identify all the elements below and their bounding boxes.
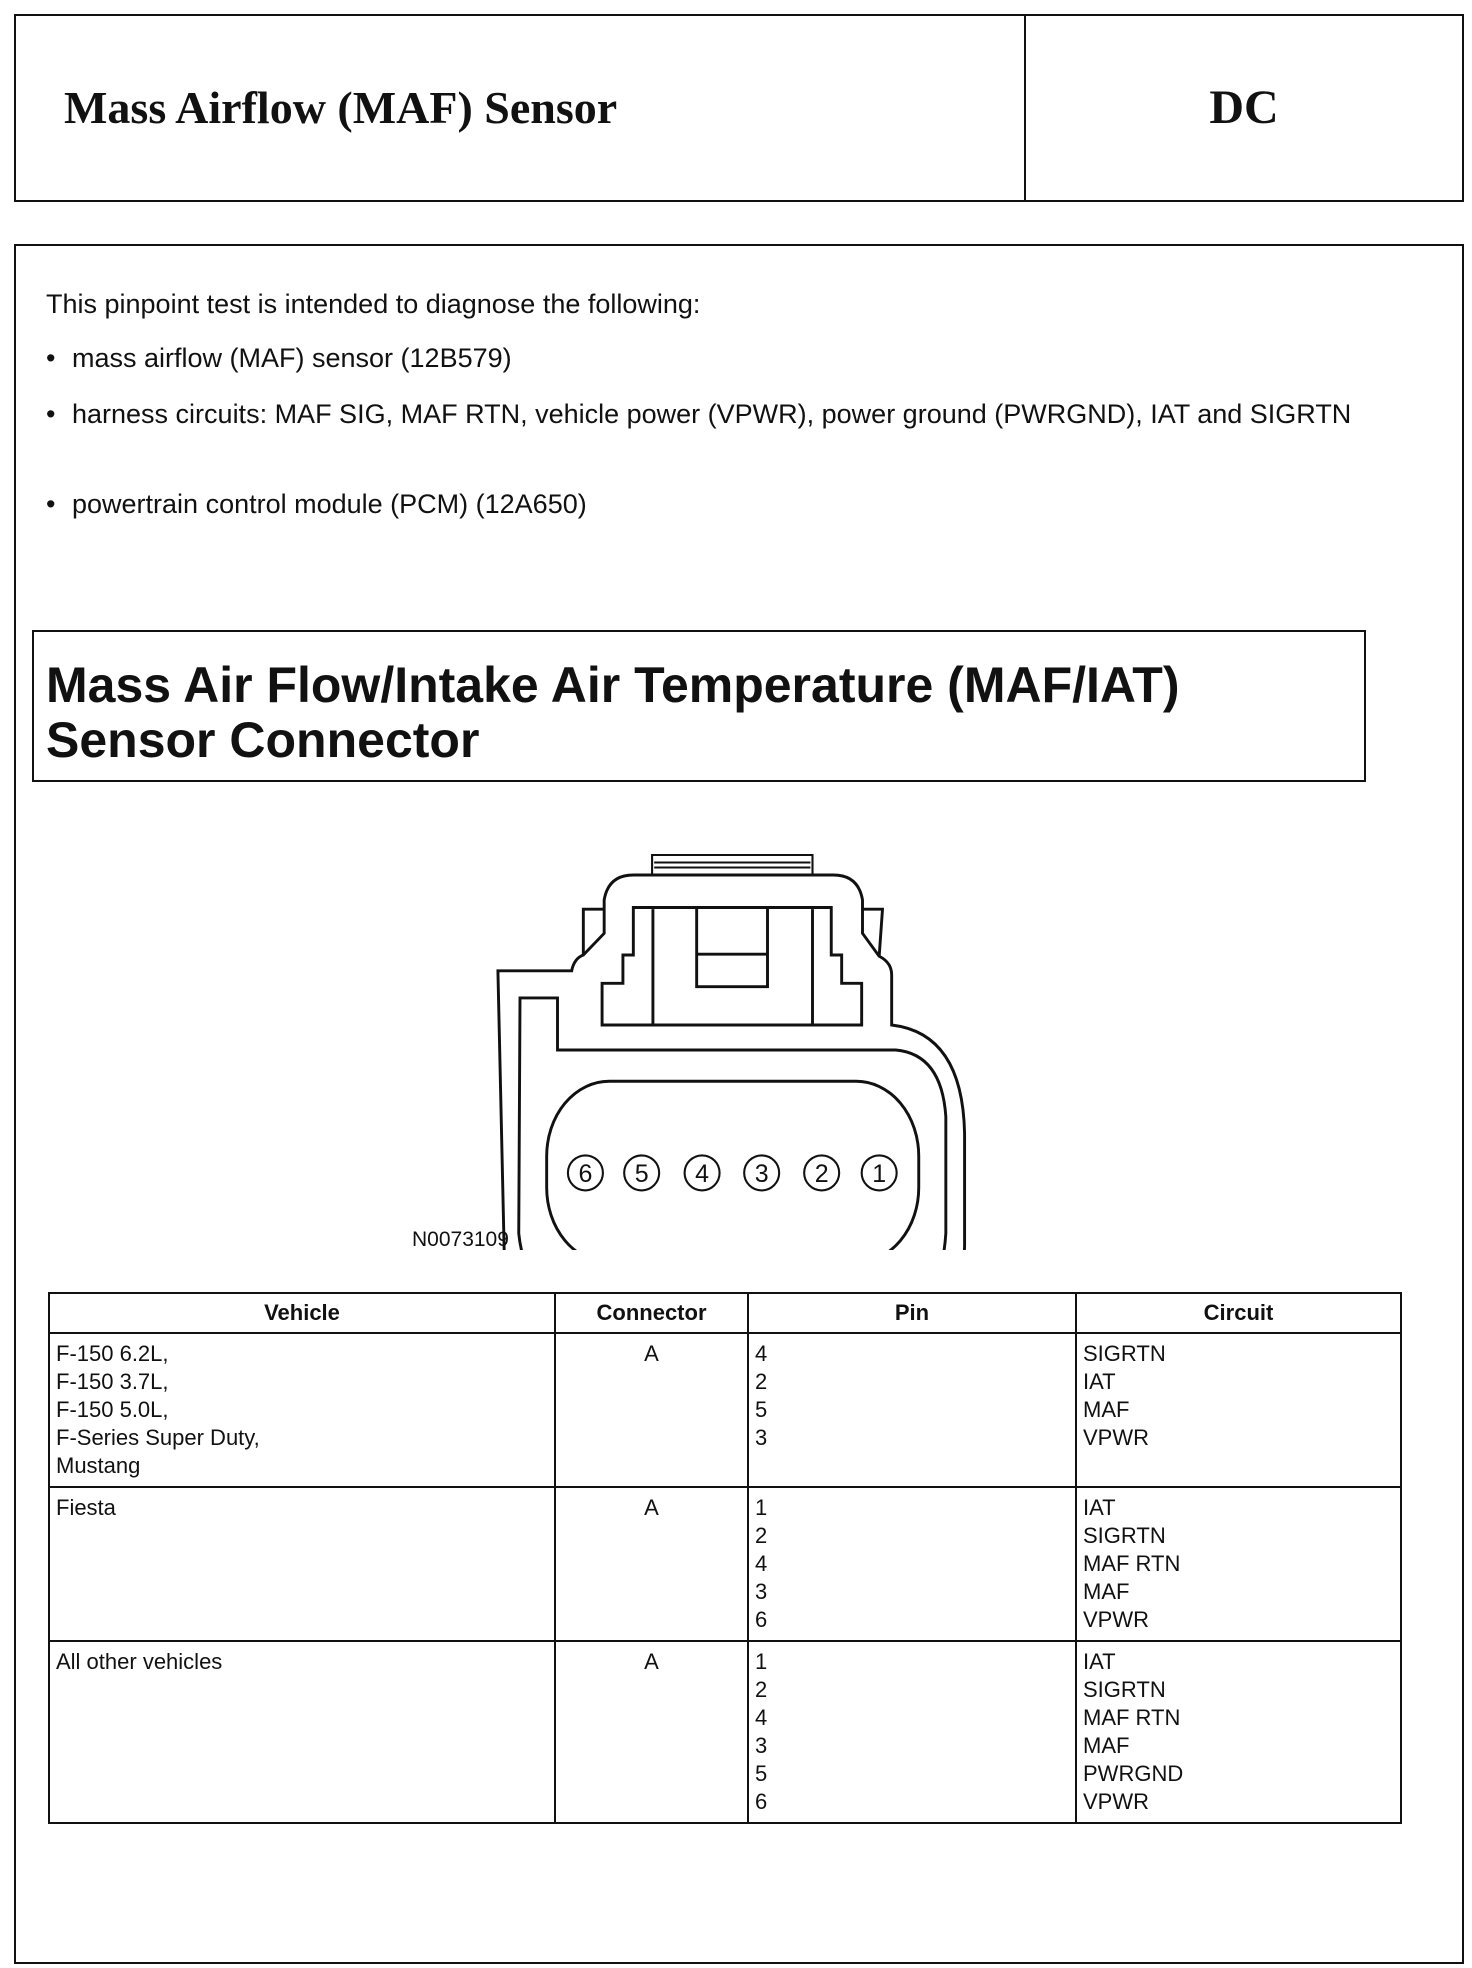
circuit-cell-line: IAT [1083,1369,1116,1394]
pin-cell-line: 2 [755,1369,768,1394]
pin-housing [545,1079,921,1250]
connector-lock-frame [600,906,864,1027]
bullet-text: powertrain control module (PCM) (12A650) [72,489,587,519]
circuit-cell-line: PWRGND [1083,1761,1184,1786]
circuit-cell-line: IAT [1083,1649,1116,1674]
connector-title: Mass Air Flow/Intake Air Temperature (MA… [46,658,1180,768]
pin-1 [860,1154,898,1192]
pin-cell-line: 5 [755,1397,768,1422]
pin-cell: 4 2 5 3 [747,1332,1077,1488]
circuit-cell-line: MAF [1083,1579,1130,1604]
pin-cell: 1 2 4 3 5 6 [747,1640,1077,1824]
pin-2 [803,1154,841,1192]
pin-cell-line: 3 [755,1579,768,1604]
circuit-cell-line: MAF [1083,1397,1130,1422]
vehicle-cell-line: F-150 3.7L, [56,1369,169,1394]
vehicle-cell-line: F-150 6.2L, [56,1341,169,1366]
pin-cell-line: 3 [755,1733,768,1758]
figure-id: N0073109 [412,1228,509,1251]
circuit-cell-line: SIGRTN [1083,1341,1166,1366]
bullet-text: mass airflow (MAF) sensor (12B579) [72,343,512,373]
connector-title-box: Mass Air Flow/Intake Air Temperature (MA… [32,630,1366,782]
pin-label: 2 [815,1160,829,1188]
connector-cell: A [554,1486,749,1642]
connector-outer-shell [496,873,967,1250]
pin-cell-line: 1 [755,1495,768,1520]
pin-cell-line: 4 [755,1341,768,1366]
circuit-cell-line: MAF [1083,1733,1130,1758]
pin-cell-line: 1 [755,1649,768,1674]
pin-cell-line: 5 [755,1761,768,1786]
vehicle-cell: Fiesta [48,1486,556,1642]
pin-6 [566,1154,604,1192]
bullet-item: • mass airflow (MAF) sensor (12B579) [46,343,512,373]
connector-right-latch [862,907,885,957]
connector-lock-tab [695,907,769,989]
circuit-cell-line: SIGRTN [1083,1677,1166,1702]
vehicle-cell-line: Mustang [56,1453,141,1478]
circuit-cell: IAT SIGRTN MAF RTN MAF PWRGND VPWR [1075,1640,1402,1824]
pin-cell-line: 3 [755,1425,768,1450]
bullet-text: harness circuits: MAF SIG, MAF RTN, vehi… [72,399,1352,429]
bullet-item: • harness circuits: MAF SIG, MAF RTN, veh… [46,399,1352,429]
column-header: Pin [747,1292,1077,1334]
pin-cell: 1 2 4 3 6 [747,1486,1077,1642]
connector-diagram: 6 5 4 3 2 1 [496,853,967,1250]
column-header: Connector [554,1292,749,1334]
circuit-cell-line: SIGRTN [1083,1523,1166,1548]
circuit-cell-line: MAF RTN [1083,1705,1181,1730]
pin-3 [743,1154,781,1192]
pin-label: 6 [578,1160,592,1188]
connector-cell: A [554,1640,749,1824]
connector-cell: A [554,1332,749,1488]
column-header: Circuit [1075,1292,1402,1334]
vehicle-cell-line: All other vehicles [56,1649,223,1674]
vehicle-cell: All other vehicles [48,1640,556,1824]
connector-title-line1: Mass Air Flow/Intake Air Temperature (MA… [46,657,1180,713]
table-row: Fiesta A 1 2 4 3 6 IAT SIGRTN MAF RTN MAF VPWR [48,1486,1402,1642]
vehicle-cell-line: F-Series Super Duty, [56,1425,260,1450]
vehicle-cell-line: F-150 5.0L, [56,1397,169,1422]
connector-inner-shell [517,996,948,1250]
column-header: Vehicle [48,1292,556,1334]
pin-label: 1 [872,1160,886,1188]
table-header-row: Vehicle Connector Pin Circuit [48,1292,1402,1334]
pin-5 [623,1154,661,1192]
table-row: F-150 6.2L, F-150 3.7L, F-150 5.0L, F-Serie… [48,1332,1402,1488]
header-divider [1024,16,1026,200]
pin-label: 4 [695,1160,709,1188]
pin-cell-line: 2 [755,1523,768,1548]
circuit-cell-line: MAF RTN [1083,1551,1181,1576]
pinout-table: Vehicle Connector Pin Circuit F-150 6.2L… [48,1292,1402,1824]
circuit-cell: SIGRTN IAT MAF VPWR [1075,1332,1402,1488]
vehicle-cell: F-150 6.2L, F-150 3.7L, F-150 5.0L, F-Serie… [48,1332,556,1488]
circuit-cell-line: VPWR [1083,1789,1149,1814]
table-row: All other vehicles A 1 2 4 3 5 6 IAT SIGRTN MAF RT… [48,1640,1402,1824]
header-title: Mass Airflow (MAF) Sensor [64,82,618,133]
pin-cell-line: 6 [755,1789,768,1814]
vehicle-cell-line: Fiesta [56,1495,116,1520]
circuit-cell-line: VPWR [1083,1607,1149,1632]
connector-left-latch [581,907,605,955]
pin-cell-line: 2 [755,1677,768,1702]
bullet-item: • powertrain control module (PCM) (12A650… [46,489,587,519]
circuit-cell: IAT SIGRTN MAF RTN MAF VPWR [1075,1486,1402,1642]
pin-cell-line: 6 [755,1607,768,1632]
pin-cell-line: 4 [755,1551,768,1576]
connector-top-tab [651,853,814,875]
pin-label: 3 [755,1160,769,1188]
pin-4 [683,1154,721,1192]
circuit-cell-line: VPWR [1083,1425,1149,1450]
circuit-cell-line: IAT [1083,1495,1116,1520]
main-content-box [14,244,1464,1964]
pin-cell-line: 4 [755,1705,768,1730]
pin-label: 5 [635,1160,649,1188]
intro-text: This pinpoint test is intended to diagno… [46,289,701,319]
connector-title-line2: Sensor Connector [46,712,480,768]
header-code: DC [1209,81,1279,134]
page-header: Mass Airflow (MAF) Sensor DC [14,14,1464,202]
